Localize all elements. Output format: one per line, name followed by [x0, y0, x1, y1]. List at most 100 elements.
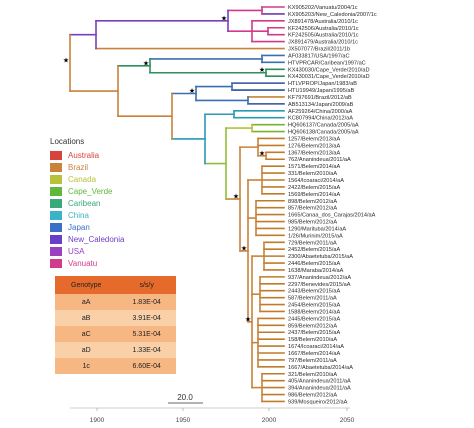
- support-star: ★: [245, 315, 251, 323]
- legend-label: Brazil: [68, 162, 89, 172]
- table-row: aC 5.31E-04: [55, 326, 176, 342]
- legend-swatch: [50, 198, 62, 208]
- legend-item: Canada: [50, 173, 170, 185]
- tip-label: 1674/Icoaraci/2014/aA: [288, 344, 344, 350]
- tip-label: 729/Belem/2011/aA: [288, 240, 337, 246]
- tree-branches: [69, 6, 285, 403]
- support-star: ★: [63, 56, 69, 64]
- legend-title: Locations: [50, 137, 85, 146]
- support-star: ★: [259, 66, 265, 74]
- rate-cell: 6.60E-04: [117, 358, 176, 374]
- tip-label: 2445/Belem/2015/aA: [288, 316, 341, 322]
- tip-label: 2422/Belem/2015/aA: [288, 185, 341, 191]
- tip-label: JX891478/Australia/2010/1c: [288, 19, 358, 25]
- table-header-genotype: Genotype: [55, 276, 118, 294]
- tip-label: KF797691/Brazil/2012/aB: [288, 95, 352, 101]
- axis-label-1950: 1950: [176, 417, 191, 424]
- support-star: ★: [189, 87, 195, 95]
- legend-swatch: [50, 246, 62, 256]
- table-row: aB 3.91E-04: [55, 310, 176, 326]
- tip-label: 797/Belem/2011/aA: [288, 358, 337, 364]
- tip-label: 1638/Maraba/2014/aA: [288, 268, 344, 274]
- rate-cell: 5.31E-04: [117, 326, 176, 342]
- tip-label: AF033817/USA/1997/aC: [288, 53, 350, 59]
- tip-label: JX891479/Australia/2010/1c: [288, 40, 358, 46]
- table-row: aD 1.33E-04: [55, 342, 176, 358]
- tip-label: 1276/Belem/2013/aA: [288, 143, 341, 149]
- tip-label: 1367/Belem/2013/aA: [288, 150, 341, 156]
- legend-swatch: [50, 222, 62, 232]
- rate-cell: 1.33E-04: [117, 342, 176, 358]
- tip-label: 331/Belem/2010/aA: [288, 171, 337, 177]
- tip-label: 2300/Abaetetuba/2015/aA: [288, 254, 353, 260]
- tip-label: HTU19949/Japan/1995/aB: [288, 88, 355, 94]
- legend-label: Australia: [68, 150, 100, 160]
- legend-swatch: [50, 186, 62, 196]
- tip-label: KX430031/Cape_Verde/2010/aD: [288, 74, 370, 80]
- legend-label: Vanuatu: [68, 258, 98, 268]
- table-row: aA 1.83E-04: [55, 294, 176, 310]
- tip-label: KF242506/Australia/2010/1c: [288, 26, 359, 32]
- legend-item: New_Caledonia: [50, 233, 170, 245]
- genotype-cell: 1c: [55, 358, 118, 374]
- support-star: ★: [221, 14, 227, 22]
- axis-label-2050: 2050: [340, 417, 355, 424]
- tip-label: 405/Ananindeua/2011/aA: [288, 379, 351, 385]
- tip-label: 587/Belem/2011/aA: [288, 296, 337, 302]
- scale-bar: 20.0: [168, 393, 203, 404]
- tip-label: 986/Belem/2012/aA: [288, 393, 337, 399]
- tip-label: HQ606138/Canada/2005/aA: [288, 130, 359, 136]
- tip-label: KX430030/Cape_Verde/2010/aD: [288, 67, 370, 73]
- genotype-cell: aD: [55, 342, 118, 358]
- legend-label: Japan: [68, 222, 90, 232]
- tip-label: KX905202/Vanuatu/2004/1c: [288, 5, 358, 11]
- legend-swatch: [50, 258, 62, 268]
- legend-swatch: [50, 162, 62, 172]
- legend-swatch: [50, 174, 62, 184]
- genotype-cell: aC: [55, 326, 118, 342]
- tip-label: 158/Belem/2010/aA: [288, 337, 337, 343]
- tip-label: JX507077/Brazil/2011/1b: [288, 47, 350, 53]
- axis-label-1900: 1900: [90, 417, 105, 424]
- tip-label: 1588/Belem/2014/aA: [288, 309, 341, 315]
- tip-label: 2443/Belem/2015/aA: [288, 289, 341, 295]
- support-star: ★: [233, 193, 239, 201]
- tip-label: AB513134/Japan/2009/aB: [288, 102, 354, 108]
- tip-label: 985/Belem/2012/aA: [288, 220, 337, 226]
- tip-label: 1665/Canaa_dos_Carajas/2014/aA: [288, 213, 376, 219]
- legend-item: China: [50, 209, 170, 221]
- legend-item: USA: [50, 245, 170, 257]
- tip-label: 898/Belem/2012/aA: [288, 199, 337, 205]
- tip-label: 2437/Belem/2015/aA: [288, 330, 341, 336]
- tip-label: HQ606137/Canada/2005/aA: [288, 123, 359, 129]
- legend-label: China: [68, 210, 89, 220]
- support-star: ★: [143, 59, 149, 67]
- rate-cell: 1.83E-04: [117, 294, 176, 310]
- tip-label: KF242505/Australia/2010/1c: [288, 33, 359, 39]
- legend-item: Cape_Verde: [50, 185, 170, 197]
- tip-label: 1257/Belem/2013/aA: [288, 136, 341, 142]
- tip-label: 1564/Icoaraci/2014/aA: [288, 178, 344, 184]
- legend-item: Australia: [50, 149, 170, 161]
- tip-label: KC807994/China/2012/aA: [288, 116, 353, 122]
- legend-item: Brazil: [50, 161, 170, 173]
- legend-label: New_Caledonia: [68, 234, 125, 244]
- legend-swatch: [50, 234, 62, 244]
- tip-label: 1667/Belem/2014/aA: [288, 351, 341, 357]
- tip-label: HTLVPROP/Japan/1983/aB: [288, 81, 357, 87]
- tip-label: 762/Ananindeua/2011/aA: [288, 157, 351, 163]
- scale-bar-label: 20.0: [177, 393, 193, 402]
- legend-item: Caribean: [50, 197, 170, 209]
- time-axis: 1900 1950 2000 2050: [70, 407, 355, 424]
- locations-legend: Locations Australia Brazil Canada Cape_Verd…: [50, 137, 170, 269]
- tip-label: 939/Mosqueiro/2012/aA: [288, 399, 348, 405]
- tip-labels: KX905202/Vanuatu/2004/1cKX905203/New_Cal…: [288, 5, 377, 405]
- legend-swatch: [50, 210, 62, 220]
- tip-label: HTVPRCAR/Caribean/1997/aC: [288, 60, 366, 66]
- legend-label: USA: [68, 246, 85, 256]
- support-star: ★: [241, 244, 247, 252]
- tip-label: KX905203/New_Caledonia/2007/1c: [288, 12, 377, 18]
- tip-label: 321/Belem/2010/aA: [288, 372, 337, 378]
- axis-label-2000: 2000: [262, 417, 277, 424]
